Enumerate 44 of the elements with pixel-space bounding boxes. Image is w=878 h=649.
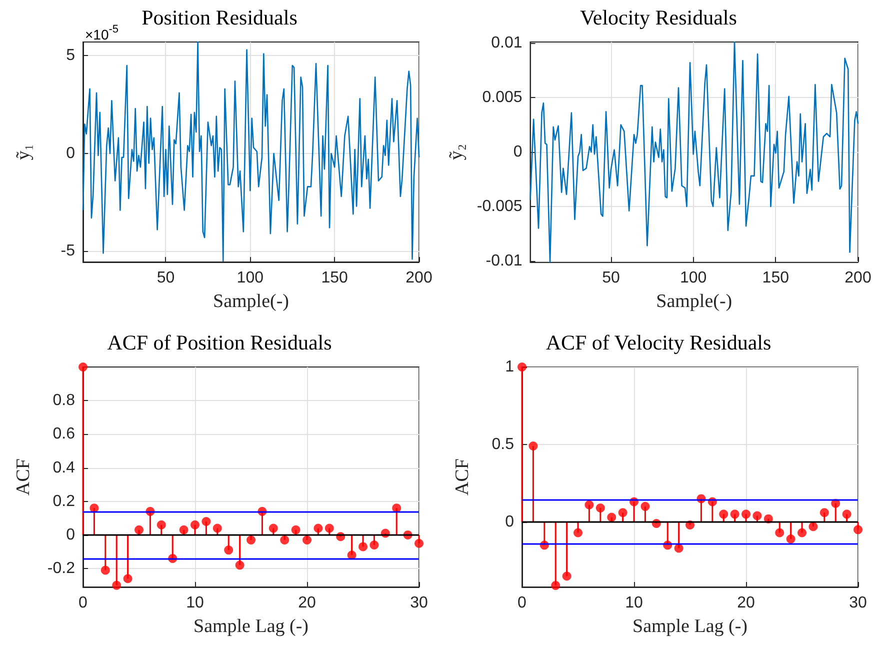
- chart-title: ACF of Position Residuals: [107, 330, 332, 354]
- x-tick-label: 10: [625, 594, 643, 611]
- y-tick-label: 0.5: [492, 435, 514, 452]
- y-tick-label: -0.005: [476, 198, 522, 215]
- y-tick-label: 0.01: [491, 34, 522, 52]
- y-tick-label: 0.2: [52, 492, 76, 510]
- y-tick-label: -5: [60, 242, 76, 260]
- x-tick-label: 0: [78, 594, 88, 611]
- y-tick-label: 0: [505, 512, 514, 530]
- y-tick-label: 1: [505, 358, 514, 375]
- y-tick-label: 0.8: [52, 392, 76, 409]
- x-tick-label: 150: [321, 270, 348, 286]
- x-tick-label: 50: [602, 270, 620, 286]
- chart-title: Velocity Residuals: [580, 6, 737, 30]
- x-tick-label: 50: [156, 270, 175, 286]
- x-tick-label: 10: [186, 594, 204, 611]
- x-tick-label: 20: [737, 594, 755, 611]
- y-tick-label: 5: [66, 47, 76, 64]
- x-axis-title: Sample(-): [213, 291, 289, 312]
- y-tick-label: -0.01: [486, 252, 522, 270]
- y-axis-title: ỹ₁: [13, 144, 34, 160]
- y-axis-title: ACF: [13, 458, 34, 495]
- y-tick-label: 0.4: [52, 458, 76, 476]
- x-tick-label: 200: [406, 270, 432, 286]
- x-tick-label: 20: [298, 594, 316, 611]
- x-tick-label: 150: [762, 270, 790, 286]
- x-axis-title: Sample Lag (-): [193, 616, 309, 636]
- x-axis-title: Sample Lag (-): [632, 616, 748, 636]
- y-axis-title: ACF: [452, 458, 473, 495]
- x-tick-label: 200: [844, 270, 872, 286]
- y-tick-label: 0.6: [52, 425, 76, 442]
- y-tick-label: 0: [66, 144, 76, 162]
- y-tick-label: 0.005: [482, 89, 522, 106]
- y-tick-label: 0: [66, 526, 76, 543]
- y-axis-title: ỹ₂: [446, 144, 467, 160]
- y-tick-label: -0.2: [47, 560, 76, 577]
- x-tick-label: 30: [849, 594, 867, 611]
- y-tick-label: 0: [513, 144, 522, 160]
- x-tick-label: 100: [680, 270, 707, 286]
- chart-title: Position Residuals: [142, 6, 298, 30]
- x-tick-label: 100: [236, 270, 264, 286]
- chart-title: ACF of Velocity Residuals: [546, 330, 772, 354]
- x-tick-label: 30: [410, 594, 428, 611]
- x-axis-title: Sample(-): [656, 291, 732, 312]
